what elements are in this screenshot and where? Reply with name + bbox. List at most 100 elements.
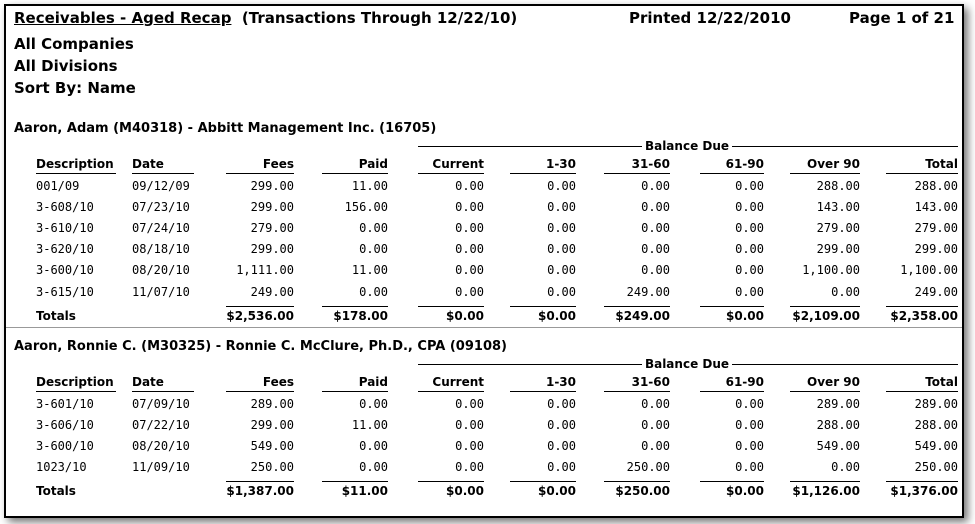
total-fees: $2,536.00: [226, 308, 294, 323]
cell-over-90: 0.00: [831, 284, 860, 299]
cell-fees: 250.00: [250, 460, 294, 475]
total-days-61-90: $0.00: [726, 484, 764, 499]
header-underline: [132, 173, 194, 174]
column-header-date: Date: [132, 157, 164, 171]
cell-days-61-90: 0.00: [735, 460, 764, 475]
totals-label: Totals: [36, 484, 76, 499]
column-header-total: Total: [925, 157, 958, 171]
cell-over-90: 279.00: [816, 221, 860, 236]
client-name: Aaron, Adam (M40318) - Abbitt Management…: [14, 121, 437, 136]
cell-days-31-60: 250.00: [626, 460, 670, 475]
column-header-days-61-90: 61-90: [725, 375, 764, 389]
cell-fees: 289.00: [250, 397, 294, 411]
totals-rule: [604, 481, 670, 483]
cell-days-31-60: 249.00: [626, 284, 670, 299]
header-underline: [132, 391, 194, 392]
cell-over-90: 1,100.00: [802, 263, 860, 278]
totals-rule: [700, 481, 764, 483]
total-fees: $1,387.00: [226, 484, 294, 499]
total-current: $0.00: [446, 484, 484, 499]
cell-fees: 299.00: [250, 418, 294, 433]
cell-days-61-90: 0.00: [735, 200, 764, 215]
column-header-paid: Paid: [358, 375, 388, 389]
total-days-31-60: $250.00: [615, 484, 670, 499]
cell-fees: 549.00: [250, 439, 294, 454]
header-underline: [36, 391, 116, 392]
column-header-description: Description: [36, 157, 114, 171]
cell-days-61-90: 0.00: [735, 179, 764, 193]
cell-total: 549.00: [914, 439, 958, 454]
cell-paid: 0.00: [359, 397, 388, 411]
cell-paid: 0.00: [359, 284, 388, 299]
column-header-paid: Paid: [358, 157, 388, 171]
cell-date: 07/24/10: [132, 221, 190, 236]
header-underline: [790, 173, 860, 174]
cell-over-90: 549.00: [816, 439, 860, 454]
column-header-fees: Fees: [262, 375, 294, 389]
report-page: Receivables - Aged Recap (Transactions T…: [4, 4, 964, 518]
cell-description: 3-608/10: [36, 200, 94, 215]
cell-paid: 11.00: [351, 263, 388, 278]
column-header-days-61-90: 61-90: [725, 157, 764, 171]
cell-days-61-90: 0.00: [735, 439, 764, 454]
column-header-fees: Fees: [262, 157, 294, 171]
totals-rule: [604, 305, 670, 307]
cell-date: 08/18/10: [132, 242, 190, 257]
cell-description: 3-606/10: [36, 418, 94, 433]
header-underline: [700, 391, 764, 392]
cell-description: 3-600/10: [36, 263, 94, 278]
cell-days-1-30: 0.00: [547, 439, 576, 454]
filter-companies: All Companies: [14, 35, 134, 53]
cell-current: 0.00: [455, 397, 484, 411]
cell-days-31-60: 0.00: [641, 179, 670, 193]
totals-label: Totals: [36, 308, 76, 323]
filter-sort: Sort By: Name: [14, 79, 136, 97]
header-underline: [886, 391, 958, 392]
cell-over-90: 299.00: [816, 242, 860, 257]
cell-over-90: 289.00: [816, 397, 860, 411]
cell-total: 279.00: [914, 221, 958, 236]
cell-over-90: 288.00: [816, 179, 860, 193]
total-total: $1,376.00: [890, 484, 958, 499]
cell-current: 0.00: [455, 284, 484, 299]
balance-due-label: Balance Due: [644, 139, 730, 153]
total-paid: $178.00: [333, 308, 388, 323]
cell-fees: 299.00: [250, 179, 294, 193]
cell-days-61-90: 0.00: [735, 263, 764, 278]
cell-fees: 249.00: [250, 284, 294, 299]
cell-total: 299.00: [914, 242, 958, 257]
header-underline: [226, 391, 294, 392]
column-header-current: Current: [432, 157, 484, 171]
header-underline: [36, 173, 116, 174]
cell-days-1-30: 0.00: [547, 460, 576, 475]
column-header-days-1-30: 1-30: [545, 375, 576, 389]
cell-description: 3-600/10: [36, 439, 94, 454]
report-subtitle: (Transactions Through 12/22/10): [241, 9, 518, 27]
cell-current: 0.00: [455, 179, 484, 193]
header-underline: [418, 173, 484, 174]
cell-days-31-60: 0.00: [641, 200, 670, 215]
total-current: $0.00: [446, 308, 484, 323]
cell-paid: 11.00: [351, 179, 388, 193]
balance-due-rule: [418, 146, 642, 147]
cell-date: 07/09/10: [132, 397, 190, 411]
cell-date: 08/20/10: [132, 263, 190, 278]
cell-description: 3-615/10: [36, 284, 94, 299]
header-underline: [700, 173, 764, 174]
cell-date: 07/23/10: [132, 200, 190, 215]
totals-rule: [226, 481, 294, 483]
totals-rule: [700, 305, 764, 307]
cell-paid: 0.00: [359, 221, 388, 236]
header-underline: [322, 173, 388, 174]
header-underline: [226, 173, 294, 174]
cell-paid: 156.00: [344, 200, 388, 215]
column-header-over-90: Over 90: [807, 157, 860, 171]
cell-total: 288.00: [914, 179, 958, 193]
total-days-1-30: $0.00: [538, 484, 576, 499]
report-title: Receivables - Aged Recap (Transactions T…: [14, 9, 517, 27]
cell-description: 3-620/10: [36, 242, 94, 257]
cell-date: 07/22/10: [132, 418, 190, 433]
cell-over-90: 288.00: [816, 418, 860, 433]
cell-current: 0.00: [455, 418, 484, 433]
header-underline: [604, 391, 670, 392]
